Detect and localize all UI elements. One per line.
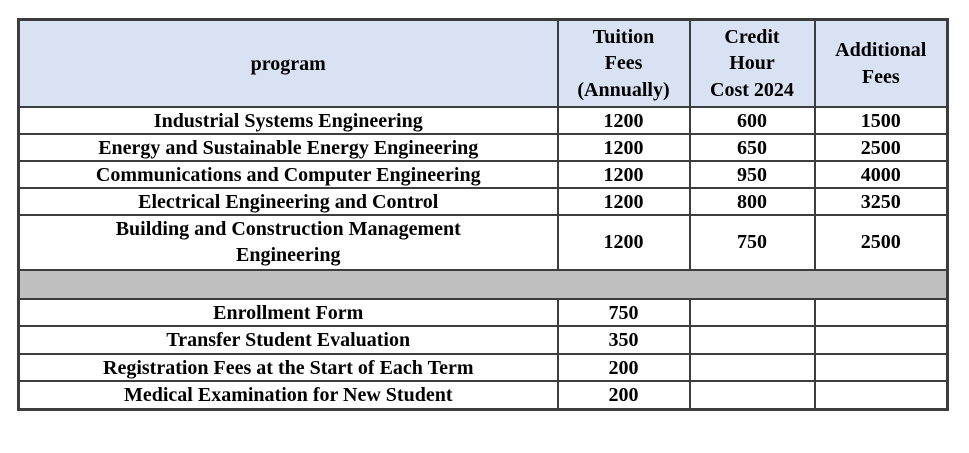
- header-tuition-fees: Tuition Fees (Annually): [556, 18, 691, 108]
- credit-hour-cell: 950: [688, 160, 816, 189]
- table-row-enrollment: Enrollment Form 750: [17, 297, 949, 328]
- program-name-line1: Building and Construction Management: [115, 218, 461, 240]
- tuition-fee-cell: 750: [556, 297, 691, 328]
- additional-fee-cell: [813, 297, 949, 328]
- fee-item-name-cell: Registration Fees at the Start of Each T…: [17, 352, 559, 383]
- header-tuition-line1: Tuition: [592, 25, 655, 48]
- program-name-cell: Industrial Systems Engineering: [17, 106, 559, 135]
- program-name-cell: Electrical Engineering and Control: [17, 187, 559, 216]
- table-row-registration: Registration Fees at the Start of Each T…: [17, 352, 949, 383]
- program-name-line2: Engineering: [236, 244, 341, 267]
- table-row-energy: Energy and Sustainable Energy Engineerin…: [17, 133, 949, 162]
- tuition-fee-cell: 1200: [556, 214, 691, 271]
- table-row-building: Building and Construction Management Eng…: [17, 214, 949, 271]
- header-credit-line3: Cost 2024: [710, 78, 794, 101]
- header-program: program: [17, 18, 559, 108]
- tuition-fee-cell: 1200: [556, 187, 691, 216]
- credit-hour-cell: [688, 380, 816, 411]
- additional-fee-cell: [813, 352, 949, 383]
- fees-table-container: program Tuition Fees (Annually) Credit H…: [17, 18, 949, 411]
- header-tuition-line2: Fees: [604, 52, 643, 75]
- header-additional-fees: Additional Fees: [813, 18, 949, 108]
- table-row-medical: Medical Examination for New Student 200: [17, 380, 949, 411]
- tuition-fee-cell: 1200: [556, 160, 691, 189]
- tuition-fee-cell: 1200: [556, 106, 691, 135]
- tuition-fee-cell: 200: [556, 380, 691, 411]
- table-row-communications: Communications and Computer Engineering …: [17, 160, 949, 189]
- separator-row: [17, 268, 949, 300]
- fee-item-name-cell: Medical Examination for New Student: [17, 380, 559, 411]
- additional-fee-cell: [813, 325, 949, 355]
- program-name-cell: Building and Construction Management Eng…: [17, 214, 559, 271]
- credit-hour-cell: [688, 325, 816, 355]
- tuition-fee-cell: 200: [556, 352, 691, 383]
- additional-fee-cell: 4000: [813, 160, 949, 189]
- header-credit-line1: Credit: [724, 25, 780, 48]
- header-program-label: program: [250, 52, 326, 75]
- program-fees-table: program Tuition Fees (Annually) Credit H…: [17, 18, 949, 411]
- tuition-fee-cell: 350: [556, 325, 691, 355]
- fee-item-name-cell: Enrollment Form: [17, 297, 559, 328]
- header-row: program Tuition Fees (Annually) Credit H…: [17, 18, 949, 108]
- credit-hour-cell: [688, 297, 816, 328]
- credit-hour-cell: 800: [688, 187, 816, 216]
- table-row-industrial: Industrial Systems Engineering 1200 600 …: [17, 106, 949, 135]
- header-additional-line1: Additional: [835, 39, 927, 62]
- tuition-fee-cell: 1200: [556, 133, 691, 162]
- program-name-cell: Communications and Computer Engineering: [17, 160, 559, 189]
- header-credit-hour: Credit Hour Cost 2024: [688, 18, 816, 108]
- program-name-cell: Energy and Sustainable Energy Engineerin…: [17, 133, 559, 162]
- credit-hour-cell: [688, 352, 816, 383]
- table-row-transfer: Transfer Student Evaluation 350: [17, 325, 949, 355]
- additional-fee-cell: 1500: [813, 106, 949, 135]
- header-tuition-line3: (Annually): [577, 78, 670, 101]
- additional-fee-cell: 2500: [813, 214, 949, 271]
- header-additional-line2: Fees: [861, 65, 900, 88]
- credit-hour-cell: 600: [688, 106, 816, 135]
- additional-fee-cell: [813, 380, 949, 411]
- credit-hour-cell: 650: [688, 133, 816, 162]
- additional-fee-cell: 3250: [813, 187, 949, 216]
- table-row-electrical: Electrical Engineering and Control 1200 …: [17, 187, 949, 216]
- credit-hour-cell: 750: [688, 214, 816, 271]
- fee-item-name-cell: Transfer Student Evaluation: [17, 325, 559, 355]
- additional-fee-cell: 2500: [813, 133, 949, 162]
- separator-cell: [17, 268, 949, 300]
- header-credit-line2: Hour: [729, 52, 775, 75]
